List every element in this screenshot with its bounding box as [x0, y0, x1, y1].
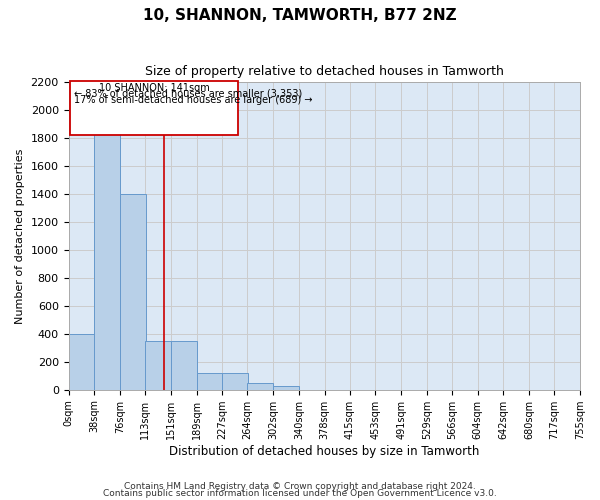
Bar: [120, 194, 146, 390]
Text: Contains HM Land Registry data © Crown copyright and database right 2024.: Contains HM Land Registry data © Crown c…: [124, 482, 476, 491]
Title: Size of property relative to detached houses in Tamworth: Size of property relative to detached ho…: [145, 65, 504, 78]
Bar: [68, 334, 94, 390]
Bar: [171, 341, 197, 390]
X-axis label: Distribution of detached houses by size in Tamworth: Distribution of detached houses by size …: [169, 444, 479, 458]
Text: ← 83% of detached houses are smaller (3,353): ← 83% of detached houses are smaller (3,…: [74, 89, 302, 99]
Bar: [247, 382, 273, 390]
Bar: [223, 373, 248, 390]
Bar: [197, 373, 223, 390]
Y-axis label: Number of detached properties: Number of detached properties: [15, 148, 25, 324]
Bar: [273, 386, 299, 390]
Text: 17% of semi-detached houses are larger (689) →: 17% of semi-detached houses are larger (…: [74, 95, 313, 105]
Bar: [145, 341, 171, 390]
Text: Contains public sector information licensed under the Open Government Licence v3: Contains public sector information licen…: [103, 490, 497, 498]
Bar: [94, 96, 120, 390]
Text: 10 SHANNON: 141sqm: 10 SHANNON: 141sqm: [98, 82, 209, 92]
Text: 10, SHANNON, TAMWORTH, B77 2NZ: 10, SHANNON, TAMWORTH, B77 2NZ: [143, 8, 457, 22]
FancyBboxPatch shape: [70, 80, 238, 135]
